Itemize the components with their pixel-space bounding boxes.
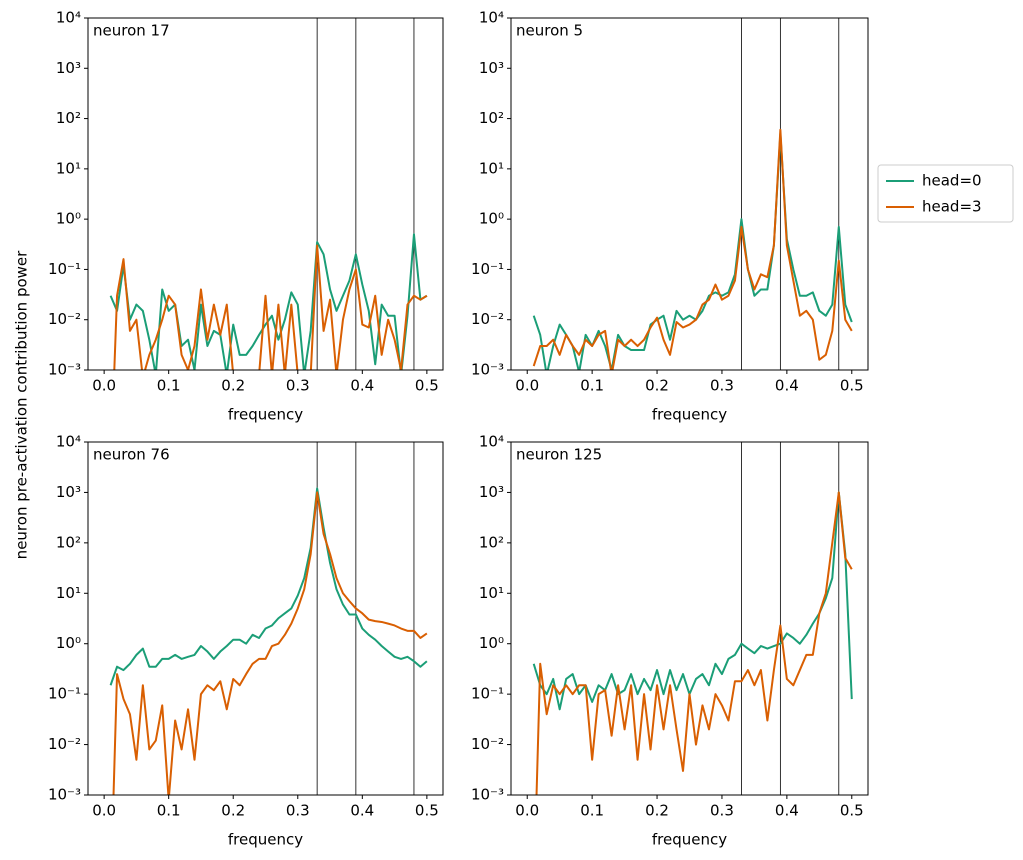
x-tick-label: 0.3 xyxy=(286,802,310,820)
y-tick-label: 10³ xyxy=(56,483,81,501)
series-line xyxy=(109,233,428,370)
x-tick-label: 0.1 xyxy=(580,802,604,820)
y-tick-label: 10⁻¹ xyxy=(48,685,81,703)
y-tick-label: 10⁻¹ xyxy=(471,260,504,278)
y-tick-label: 10³ xyxy=(479,59,504,77)
y-tick-label: 10¹ xyxy=(56,584,81,602)
series-line xyxy=(532,128,853,370)
axes-frame xyxy=(510,17,869,371)
x-axis-label: frequency xyxy=(228,406,303,424)
series-line xyxy=(535,491,853,795)
y-tick-label: 10⁻¹ xyxy=(48,260,81,278)
series-line xyxy=(532,132,853,370)
panel-annotation: neuron 17 xyxy=(93,22,170,40)
x-axis-label: frequency xyxy=(652,831,727,849)
x-tick-label: 0.4 xyxy=(350,802,374,820)
x-tick-label: 0.0 xyxy=(92,377,116,395)
y-tick-label: 10⁻² xyxy=(471,310,504,328)
x-tick-label: 0.3 xyxy=(710,802,734,820)
x-tick-label: 0.0 xyxy=(515,377,539,395)
y-tick-label: 10⁰ xyxy=(479,634,504,652)
y-tick-label: 10² xyxy=(479,533,504,551)
x-tick-label: 0.4 xyxy=(775,377,799,395)
y-tick-label: 10⁻² xyxy=(48,310,81,328)
y-tick-label: 10⁻³ xyxy=(471,361,504,379)
x-tick-label: 0.0 xyxy=(515,802,539,820)
legend-label: head=3 xyxy=(922,198,982,216)
x-tick-label: 0.5 xyxy=(415,377,439,395)
y-tick-label: 10⁻¹ xyxy=(471,685,504,703)
y-tick-label: 10² xyxy=(479,109,504,127)
plot-area xyxy=(109,442,428,795)
y-axis-label: neuron pre-activation contribution power xyxy=(13,250,31,559)
x-tick-label: 0.4 xyxy=(775,802,799,820)
y-tick-label: 10⁻³ xyxy=(471,786,504,804)
x-tick-label: 0.0 xyxy=(92,802,116,820)
axes-frame xyxy=(87,441,444,796)
plot-area xyxy=(109,18,428,370)
x-tick-label: 0.1 xyxy=(580,377,604,395)
x-axis-label: frequency xyxy=(652,406,727,424)
series-line xyxy=(113,244,428,370)
y-tick-label: 10² xyxy=(56,533,81,551)
y-tick-label: 10⁻³ xyxy=(48,786,81,804)
legend: head=0 head=3 xyxy=(877,164,1014,223)
y-tick-label: 10⁴ xyxy=(479,433,504,451)
y-tick-label: 10⁴ xyxy=(56,433,81,451)
x-tick-label: 0.2 xyxy=(645,377,669,395)
y-tick-label: 10⁻² xyxy=(471,735,504,753)
y-tick-label: 10³ xyxy=(479,483,504,501)
y-tick-label: 10⁻³ xyxy=(48,361,81,379)
series-line xyxy=(109,487,428,686)
y-tick-label: 10¹ xyxy=(56,159,81,177)
series-line xyxy=(112,491,428,795)
panel-annotation: neuron 125 xyxy=(516,446,602,464)
y-tick-label: 10² xyxy=(56,109,81,127)
y-tick-label: 10⁻² xyxy=(48,735,81,753)
plot-area xyxy=(532,442,853,795)
y-tick-label: 10⁰ xyxy=(56,634,81,652)
panel-annotation: neuron 76 xyxy=(93,446,170,464)
y-tick-label: 10¹ xyxy=(479,584,504,602)
plot-area xyxy=(532,18,853,370)
x-tick-label: 0.3 xyxy=(286,377,310,395)
y-tick-label: 10³ xyxy=(56,59,81,77)
x-tick-label: 0.5 xyxy=(840,802,864,820)
x-tick-label: 0.1 xyxy=(157,377,181,395)
y-tick-label: 10¹ xyxy=(479,159,504,177)
y-tick-label: 10⁰ xyxy=(479,210,504,228)
axes-frame xyxy=(87,17,444,371)
x-tick-label: 0.3 xyxy=(710,377,734,395)
axes-frame xyxy=(510,441,869,796)
legend-label: head=0 xyxy=(922,172,982,190)
panel-annotation: neuron 5 xyxy=(516,22,583,40)
x-tick-label: 0.2 xyxy=(221,377,245,395)
y-tick-label: 10⁴ xyxy=(479,9,504,27)
series-line xyxy=(532,491,853,711)
x-axis-label: frequency xyxy=(228,831,303,849)
x-tick-label: 0.2 xyxy=(645,802,669,820)
x-tick-label: 0.5 xyxy=(415,802,439,820)
x-tick-label: 0.2 xyxy=(221,802,245,820)
x-tick-label: 0.5 xyxy=(840,377,864,395)
x-tick-label: 0.1 xyxy=(157,802,181,820)
x-tick-label: 0.4 xyxy=(350,377,374,395)
y-tick-label: 10⁴ xyxy=(56,9,81,27)
y-tick-label: 10⁰ xyxy=(56,210,81,228)
